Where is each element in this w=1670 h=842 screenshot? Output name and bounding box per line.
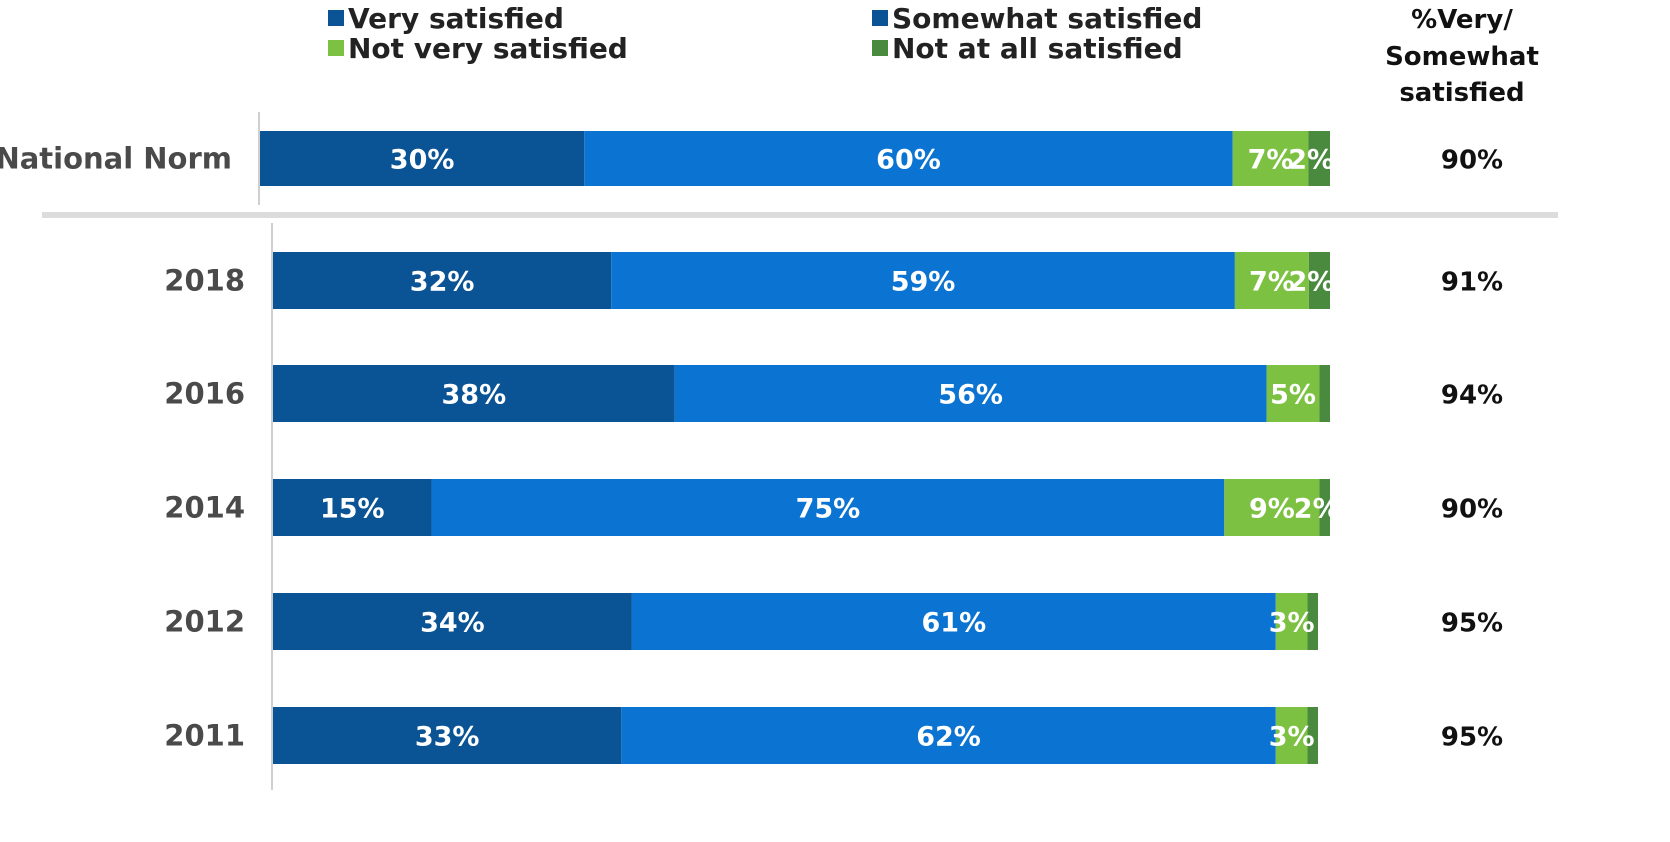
totals-header: %Very/Somewhat satisfied [1385,5,1539,108]
data-label: 61% [922,608,987,639]
bar-segment [1307,593,1318,650]
data-label: 34% [420,608,485,639]
legend-label: Not at all satisfied [892,32,1183,65]
data-label: 30% [390,145,455,176]
legend-swatch [872,10,888,26]
data-label: 38% [442,380,507,411]
bar-segment [273,479,432,536]
bar-segment [1319,365,1330,422]
total-label: 94% [1441,381,1503,411]
total-label: 90% [1441,146,1503,176]
data-label: 60% [876,145,941,176]
data-label: 5% [1270,380,1316,411]
total-label: 90% [1441,495,1503,525]
bar-segment [260,131,585,186]
legend-label: Not very satisfied [348,32,628,65]
bar-segment [621,707,1276,764]
data-label: 7% [1249,267,1295,298]
legend-swatch [872,40,888,56]
bar-segment [1308,131,1330,186]
totals-header-line: satisfied [1399,78,1524,108]
bar-segment [1275,707,1308,764]
category-label: 2012 [164,605,245,639]
bar-segment [631,593,1276,650]
data-label: 33% [415,722,480,753]
data-label: 15% [320,494,385,525]
bar-segment [1308,252,1330,309]
totals-header-line: %Very/ [1411,5,1513,35]
legend-label: Very satisfied [348,2,564,35]
bar-segment [1224,479,1320,536]
data-label: 7% [1248,145,1294,176]
bar-segment [611,252,1235,309]
total-label: 95% [1441,609,1503,639]
data-label: 2% [1289,267,1335,298]
data-label: 3% [1269,722,1315,753]
bar-segment [1234,252,1309,309]
bars [260,131,1330,764]
data-label: 2% [1288,145,1334,176]
bar-segment [584,131,1233,186]
legend-swatch [328,10,344,26]
data-label: 62% [916,722,981,753]
legend-label: Somewhat satisfied [892,2,1202,35]
bar-segment [273,252,612,309]
bar-segment [273,365,675,422]
data-label: 3% [1269,608,1315,639]
data-label: 9% [1249,494,1295,525]
data-label: 56% [938,380,1003,411]
labels: National Norm 30% 60% 7%2% 90%2018 32% 59% 7%2%… [0,142,1503,753]
bar-segment [1266,365,1320,422]
bar-segment [273,707,622,764]
data-label: 75% [796,494,861,525]
category-label: 2018 [164,264,245,298]
bar-segment [1307,707,1318,764]
data-label: 32% [410,267,475,298]
category-label: National Norm [0,142,232,176]
bar-segment [431,479,1225,536]
category-label: 2011 [164,719,245,753]
bar-segment [674,365,1267,422]
data-label: 2% [1294,494,1340,525]
bar-segment [1319,479,1330,536]
bar-segment [273,593,632,650]
bar-segment [1232,131,1309,186]
total-label: 95% [1441,723,1503,753]
legend-swatch [328,40,344,56]
totals-header-line: Somewhat [1385,42,1539,72]
category-label: 2016 [164,377,245,411]
total-label: 91% [1441,268,1503,298]
axes [42,112,1558,790]
category-label: 2014 [164,491,245,525]
data-label: 59% [891,267,956,298]
bar-segment [1275,593,1308,650]
